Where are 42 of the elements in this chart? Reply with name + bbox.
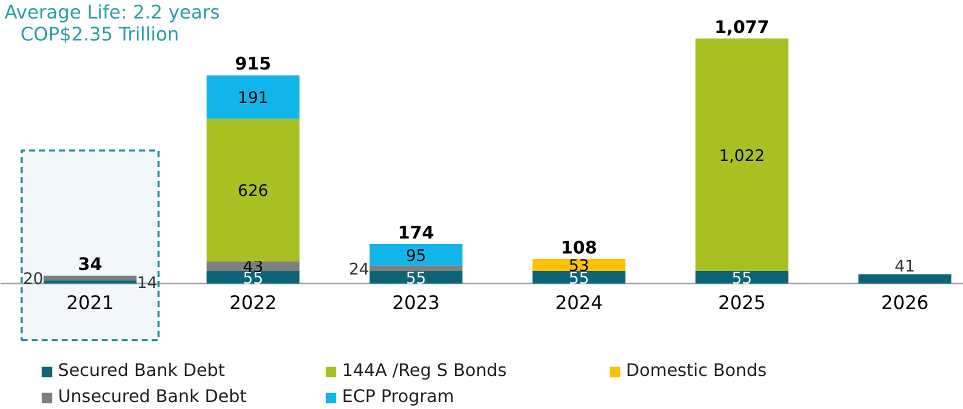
bar <box>206 118 300 262</box>
legend-label: 144A /Reg S Bonds <box>342 361 508 381</box>
bar <box>206 261 300 272</box>
legend-label: Unsecured Bank Debt <box>58 387 248 407</box>
x-tick-label: 2022 <box>229 292 277 314</box>
bar <box>44 276 137 280</box>
bar <box>695 271 788 284</box>
data-label: 41 <box>894 256 916 276</box>
total-label: 1,077 <box>714 18 770 38</box>
bar <box>695 38 788 272</box>
bar <box>206 271 300 284</box>
x-tick-label: 2021 <box>66 292 114 314</box>
data-label: 24 <box>348 259 370 278</box>
bar <box>532 271 626 284</box>
legend-label: Secured Bank Debt <box>58 361 226 381</box>
bar <box>858 274 952 284</box>
x-tick-label: 2026 <box>881 292 929 314</box>
chart-title: Average Life: 2.2 years <box>4 2 220 24</box>
legend-label: Domestic Bonds <box>626 361 768 381</box>
data-label: 626 <box>238 181 268 200</box>
total-label: 108 <box>560 238 598 258</box>
x-tick-label: 2024 <box>555 292 603 314</box>
data-label: 20 <box>22 269 44 288</box>
bar <box>44 280 137 284</box>
data-label: 1,022 <box>718 146 765 165</box>
total-label: 915 <box>234 54 272 75</box>
data-label: 55 <box>732 268 752 288</box>
data-label: 95 <box>406 246 426 265</box>
data-label: 55 <box>406 268 426 288</box>
bar <box>370 244 462 266</box>
x-tick-label: 2023 <box>392 292 440 314</box>
total-label: 174 <box>398 223 434 244</box>
x-tick-label: 2025 <box>718 292 766 314</box>
bar <box>370 266 462 272</box>
chart-subtitle: COP$2.35 Trillion <box>20 24 180 46</box>
total-label: 34 <box>78 255 102 276</box>
bar <box>532 258 626 272</box>
legend-label: ECP Program <box>342 387 456 407</box>
bar <box>370 271 462 284</box>
data-label: 191 <box>238 88 268 108</box>
data-label: 14 <box>136 272 158 292</box>
bar <box>206 75 300 119</box>
